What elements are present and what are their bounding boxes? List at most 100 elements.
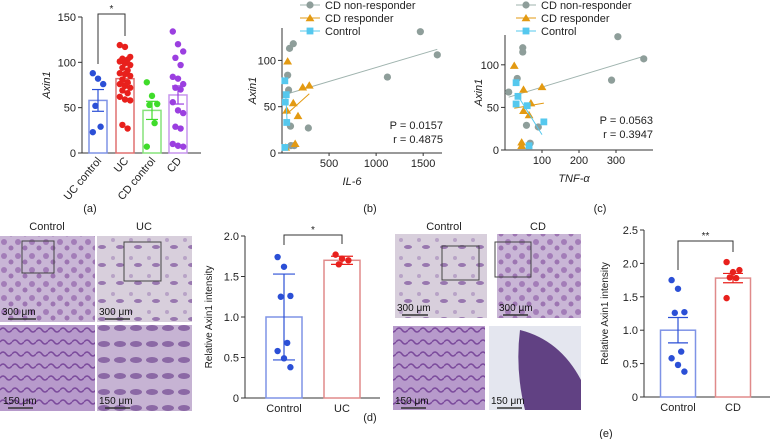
- scale-label-bottom-control: 150 μm: [3, 396, 37, 407]
- data-point-nonresponder: [289, 40, 297, 48]
- data-point: [681, 368, 688, 375]
- significance-label: *: [110, 4, 114, 15]
- p-value-annotation: P = 0.0157: [390, 120, 443, 132]
- legend-label: CD responder: [325, 13, 394, 25]
- scale-label-top-control: 300 μm: [2, 307, 36, 318]
- x-tick-label: Control: [266, 403, 301, 415]
- histology-image-uc-low: [97, 236, 192, 322]
- legend-label: Control: [325, 26, 360, 38]
- y-tick-label: 150: [58, 12, 76, 24]
- data-point-responder: [537, 82, 547, 91]
- data-point: [287, 292, 294, 300]
- panel-label-a: (a): [83, 203, 96, 215]
- significance-label: *: [311, 225, 315, 236]
- data-point: [127, 72, 134, 80]
- y-tick-label: 2.0: [224, 231, 239, 243]
- data-point: [177, 86, 184, 93]
- significance-bracket: [97, 13, 126, 64]
- histology-title-control-d: Control: [29, 221, 64, 233]
- data-point-control: [523, 102, 531, 110]
- x-tick-label: 100: [533, 155, 551, 167]
- data-point-control: [282, 91, 290, 99]
- data-point: [127, 97, 134, 104]
- legend-marker-square: [306, 27, 314, 35]
- y-tick-label: 50: [64, 103, 76, 115]
- data-point: [146, 101, 153, 109]
- data-point: [180, 143, 187, 150]
- data-point-control: [512, 100, 520, 108]
- data-point-control: [525, 142, 533, 150]
- x-tick-label: 300: [607, 155, 625, 167]
- data-point: [180, 80, 187, 88]
- zoom-box-control-e: [441, 245, 480, 281]
- y-tick-label: 50: [487, 102, 499, 114]
- legend-label: CD responder: [541, 13, 610, 25]
- y-tick-label: 1.0: [623, 325, 638, 337]
- panel-b-scatter-il6: 0 50 100 500 1000 1500 IL-6 Axin1 CD non-respond…: [247, 0, 443, 188]
- data-point: [100, 80, 107, 88]
- data-point: [723, 258, 730, 266]
- panel-label-e: (e): [599, 428, 612, 439]
- data-point: [94, 75, 102, 82]
- legend-marker-square: [522, 27, 530, 35]
- scale-label-top-uc: 300 μm: [99, 307, 133, 318]
- data-point-responder: [298, 83, 308, 91]
- data-point: [92, 102, 99, 110]
- data-point: [169, 99, 176, 106]
- y-tick-label: 0: [270, 148, 276, 160]
- data-point: [143, 143, 150, 150]
- panel-c-scatter-tnfa: 0 50 100 100 200 300 TNF-α Axin1 CD non-responde…: [473, 0, 653, 185]
- x-tick-label: 1000: [364, 158, 388, 170]
- data-point: [274, 253, 281, 261]
- histology-title-cd: CD: [530, 221, 546, 233]
- x-axis-label: TNF-α: [558, 173, 590, 185]
- y-axis-label: Relative Axin1 intensity: [600, 262, 611, 365]
- data-point: [124, 125, 131, 132]
- data-point: [119, 121, 126, 129]
- significance-bracket: [283, 234, 343, 245]
- fit-line-control: [519, 98, 543, 135]
- data-point: [177, 61, 184, 69]
- data-point-nonresponder: [383, 73, 392, 81]
- panel-d-histology: Control UC 300 μm 300 μm 150 μm 150 μm: [0, 221, 192, 411]
- x-tick-label: UC: [112, 155, 131, 175]
- data-point: [143, 79, 150, 86]
- y-tick-label: 0: [233, 393, 239, 405]
- data-point-responder: [293, 111, 303, 120]
- data-point-responder: [290, 139, 300, 147]
- scale-label-bottom-control-e: 150 μm: [395, 396, 429, 407]
- data-point: [174, 75, 182, 82]
- significance-label: **: [702, 231, 710, 242]
- y-tick-label: 1.0: [224, 312, 239, 324]
- data-point: [729, 268, 737, 276]
- data-point: [116, 41, 124, 49]
- legend-marker-circle: [306, 1, 314, 9]
- data-point: [180, 109, 187, 117]
- data-point: [124, 89, 131, 97]
- y-tick-label: 100: [481, 60, 499, 72]
- zoom-box-cd: [494, 241, 532, 278]
- bar-uc: [323, 259, 361, 399]
- zoom-box-control: [21, 240, 55, 274]
- data-point: [674, 285, 682, 292]
- y-tick-label: 100: [258, 55, 276, 67]
- histology-image-cd-low: [497, 234, 581, 318]
- data-point-responder: [519, 106, 528, 115]
- data-point: [733, 274, 740, 282]
- data-point: [674, 361, 682, 369]
- panel-e-bar-chart: 0 0.5 1.0 1.5 2.0 2.5 Relative Axin1 intensity…: [600, 225, 770, 414]
- panel-e-histology: Control CD 300 μm 300 μm 150 μm 150 μm: [393, 221, 581, 410]
- histology-image-control-e-low: [395, 234, 487, 318]
- data-point: [274, 347, 281, 355]
- data-point: [89, 70, 97, 77]
- data-point: [151, 119, 158, 127]
- x-tick-label: UC: [334, 403, 350, 415]
- data-point: [174, 41, 182, 48]
- histology-title-uc: UC: [136, 221, 152, 233]
- data-point-control: [281, 144, 289, 151]
- data-point-nonresponder: [522, 121, 531, 129]
- legend-label: CD non-responder: [325, 0, 416, 12]
- r-value-annotation: r = 0.3947: [603, 129, 653, 141]
- data-point-control: [281, 98, 289, 106]
